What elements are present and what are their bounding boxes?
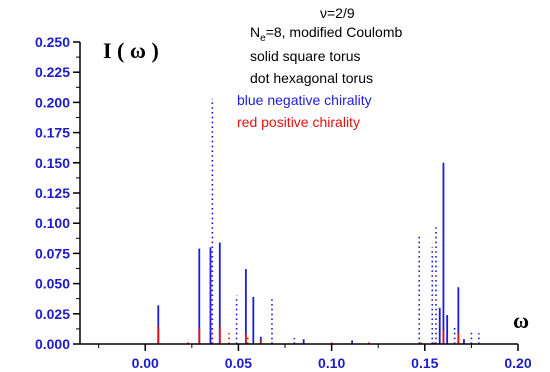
y-tick-label: 0.100 [35,215,70,231]
y-axis-label: I ( ω ) [103,38,159,63]
peak-layer [157,98,480,344]
annotation-n: N [250,24,260,40]
annotation-dot: dot hexagonal torus [250,70,373,86]
x-tick-label: 0.10 [318,355,345,371]
y-tick-label: 0.225 [35,64,70,80]
annotation-red: red positive chirality [237,114,360,130]
y-tick-label: 0.150 [35,155,70,171]
annotation-electrons: Ne=8, modified Coulomb [250,24,402,44]
y-tick-group: 0.000 0.025 0.050 0.075 0.100 0.125 0.150 0.175… [35,34,80,352]
x-tick-label: 0.20 [504,355,531,371]
y-tick-label: 0.200 [35,94,70,110]
y-tick-label: 0.125 [35,185,70,201]
x-axis-label: ω [513,308,529,333]
y-tick-label: 0.025 [35,306,70,322]
y-tick-label: 0.000 [35,336,70,352]
x-tick-label: 0.00 [132,355,159,371]
x-tick-group: 0.00 0.05 0.10 0.15 0.20 [98,344,532,371]
x-tick-label: 0.15 [411,355,438,371]
y-tick-label: 0.175 [35,125,70,141]
y-tick-label: 0.250 [35,34,70,50]
x-tick-label: 0.05 [225,355,252,371]
annotation-solid: solid square torus [250,48,361,64]
y-tick-label: 0.050 [35,276,70,292]
y-tick-label: 0.075 [35,245,70,261]
annotation-e-subscript: e [260,33,266,44]
annotation-nu: ν=2/9 [320,5,355,21]
annotation-block: ν=2/9 Ne=8, modified Coulomb solid squar… [237,5,402,130]
annotation-blue: blue negative chirality [237,92,372,108]
annotation-interaction: =8, modified Coulomb [266,24,403,40]
